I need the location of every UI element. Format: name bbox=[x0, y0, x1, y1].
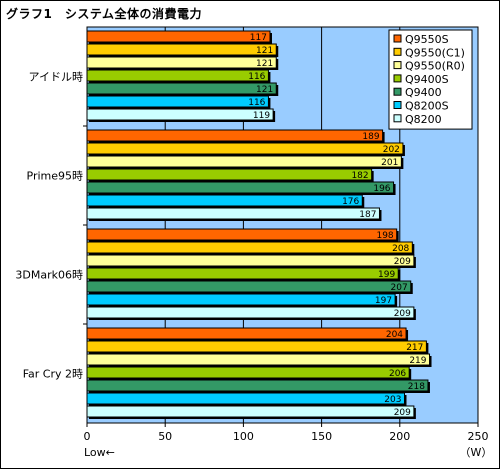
bar bbox=[86, 69, 269, 82]
bar bbox=[86, 379, 429, 392]
legend-swatch bbox=[393, 87, 402, 96]
data-label: 117 bbox=[250, 33, 267, 43]
bar bbox=[86, 155, 402, 168]
data-label: 207 bbox=[391, 283, 408, 293]
category-label: アイドル時 bbox=[29, 71, 83, 84]
data-label: 197 bbox=[375, 296, 392, 306]
legend-label: Q9400S bbox=[405, 73, 449, 86]
data-label: 189 bbox=[362, 132, 379, 142]
data-label: 198 bbox=[376, 231, 393, 241]
bar bbox=[86, 228, 398, 241]
x-tick-label: 200 bbox=[389, 430, 410, 443]
bar bbox=[86, 293, 396, 306]
category-label: Far Cry 2時 bbox=[23, 368, 83, 381]
data-label: 121 bbox=[256, 46, 273, 56]
data-label: 217 bbox=[406, 343, 423, 353]
bar bbox=[86, 267, 399, 280]
legend-swatch bbox=[393, 61, 402, 70]
data-label: 176 bbox=[342, 197, 359, 207]
bar bbox=[86, 194, 363, 207]
x-tick-label: 0 bbox=[84, 430, 91, 443]
bar bbox=[86, 405, 415, 418]
data-label: 196 bbox=[373, 184, 390, 194]
bar bbox=[86, 56, 277, 69]
bar bbox=[86, 108, 274, 121]
low-label: Low← bbox=[84, 446, 115, 459]
bar bbox=[86, 142, 404, 155]
bar bbox=[86, 327, 407, 340]
legend-label: Q9550(R0) bbox=[405, 60, 465, 73]
data-label: 199 bbox=[378, 270, 395, 280]
legend-swatch bbox=[393, 114, 402, 123]
data-label: 187 bbox=[359, 210, 376, 220]
bar bbox=[86, 82, 277, 95]
x-tick-label: 100 bbox=[233, 430, 254, 443]
bar bbox=[86, 392, 405, 405]
bar bbox=[86, 43, 277, 56]
bar bbox=[86, 340, 427, 353]
data-label: 182 bbox=[351, 171, 368, 181]
data-label: 202 bbox=[383, 145, 400, 155]
bar bbox=[86, 95, 269, 108]
legend-swatch bbox=[393, 74, 402, 83]
legend-box bbox=[388, 29, 473, 130]
bar bbox=[86, 241, 413, 254]
bar bbox=[86, 353, 431, 366]
data-label: 203 bbox=[384, 395, 401, 405]
data-label: 201 bbox=[381, 158, 398, 168]
bar bbox=[86, 366, 410, 379]
data-label: 209 bbox=[394, 257, 411, 267]
legend-label: Q9550(C1) bbox=[405, 46, 465, 59]
bar bbox=[86, 129, 384, 142]
data-label: 121 bbox=[256, 85, 273, 95]
legend-label: Q8200 bbox=[405, 113, 442, 126]
bar bbox=[86, 280, 412, 293]
bar bbox=[86, 168, 373, 181]
legend-label: Q9400 bbox=[405, 86, 442, 99]
x-tick-label: 150 bbox=[311, 430, 332, 443]
chart-title: グラフ1 システム全体の消費電力 bbox=[6, 7, 202, 21]
legend-swatch bbox=[393, 47, 402, 56]
data-label: 204 bbox=[386, 330, 403, 340]
unit-label: （W） bbox=[460, 446, 493, 459]
data-label: 209 bbox=[394, 408, 411, 418]
data-label: 121 bbox=[256, 59, 273, 69]
bar bbox=[86, 30, 271, 43]
category-label: Prime95時 bbox=[27, 170, 84, 183]
bar bbox=[86, 306, 415, 319]
x-tick-label: 250 bbox=[468, 430, 489, 443]
data-label: 219 bbox=[409, 356, 426, 366]
bar bbox=[86, 254, 415, 267]
legend-label: Q9550S bbox=[405, 33, 449, 46]
legend-swatch bbox=[393, 34, 402, 43]
bar bbox=[86, 181, 395, 194]
data-label: 116 bbox=[248, 72, 265, 82]
data-label: 119 bbox=[253, 111, 270, 121]
legend-swatch bbox=[393, 101, 402, 109]
data-label: 206 bbox=[389, 369, 406, 379]
data-label: 208 bbox=[392, 244, 409, 254]
category-label: 3DMark06時 bbox=[15, 269, 83, 282]
data-label: 116 bbox=[248, 98, 265, 108]
x-tick-label: 50 bbox=[158, 430, 172, 443]
legend-label: Q8200S bbox=[405, 100, 449, 113]
bar bbox=[86, 207, 380, 220]
data-label: 218 bbox=[408, 382, 425, 392]
data-label: 209 bbox=[394, 309, 411, 319]
